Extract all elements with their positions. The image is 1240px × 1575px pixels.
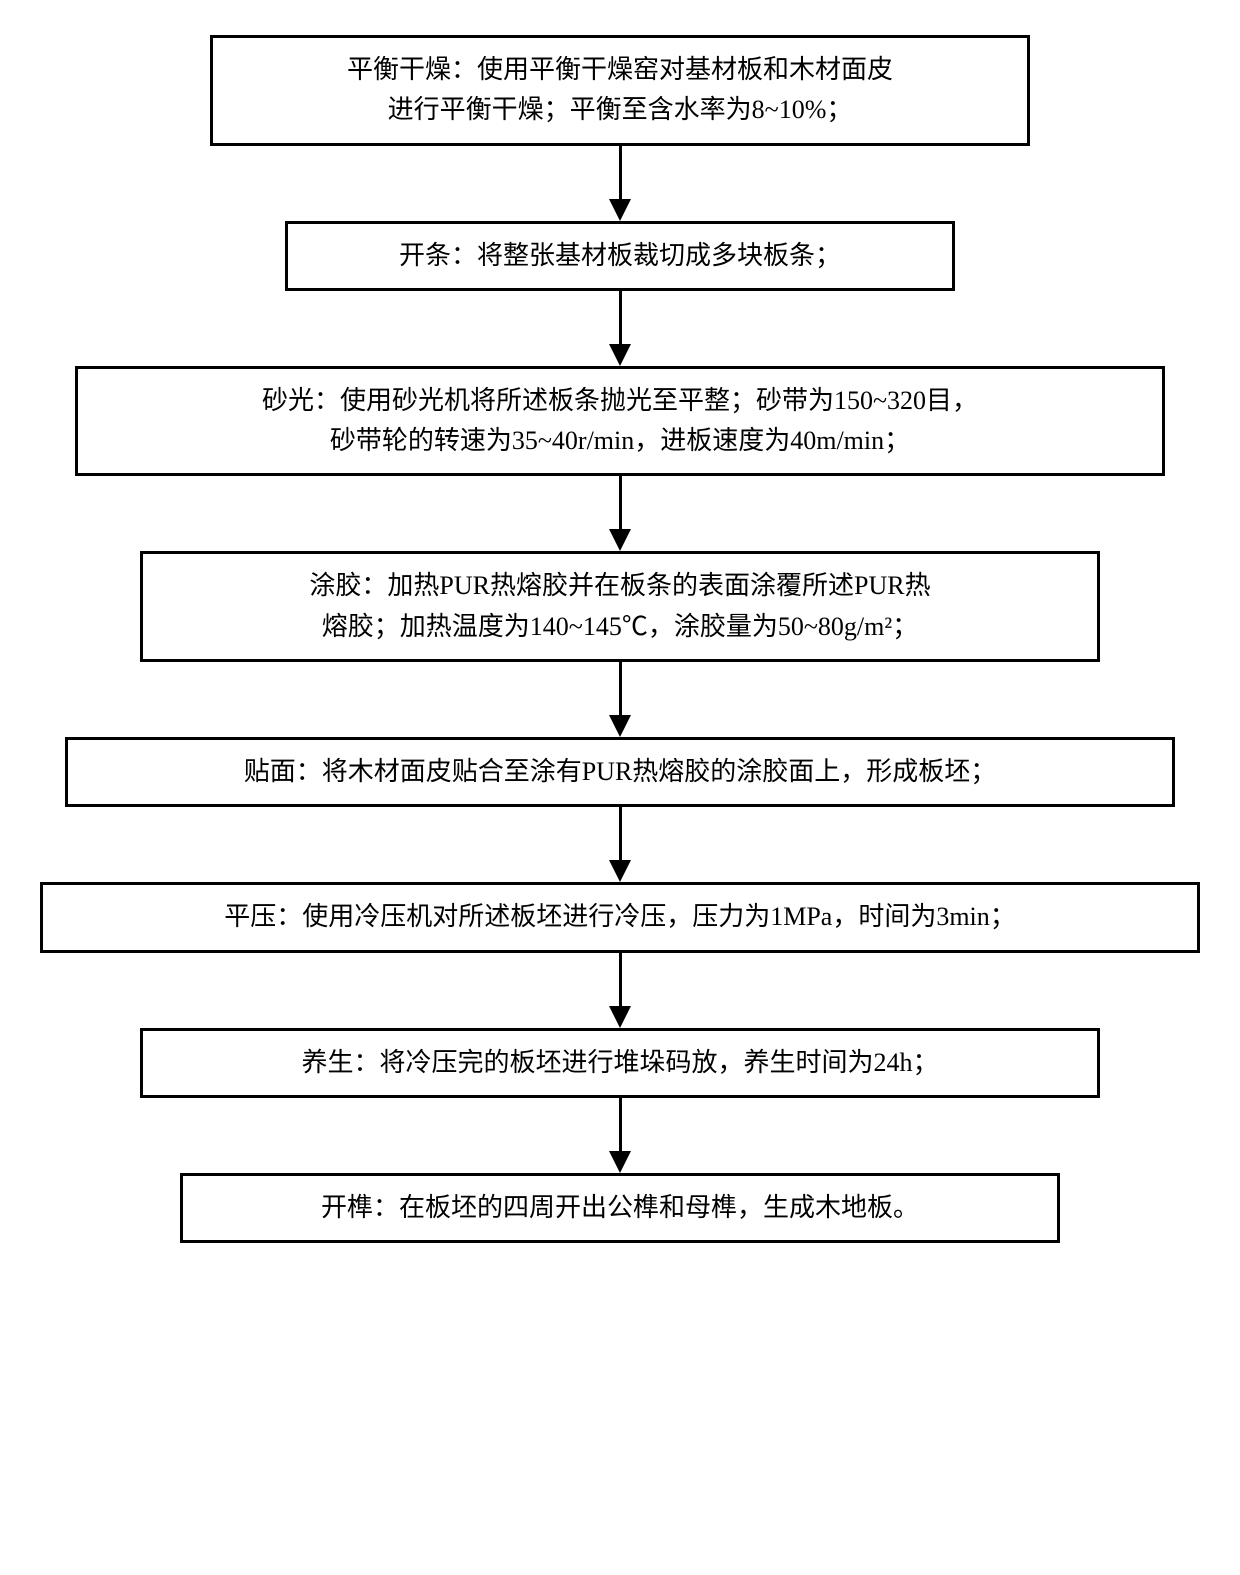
flowchart-step-1: 平衡干燥：使用平衡干燥窑对基材板和木材面皮进行平衡干燥；平衡至含水率为8~10%… [210, 35, 1030, 146]
arrow-head-icon [609, 715, 631, 737]
arrow-line [619, 807, 622, 860]
arrow-head-icon [609, 1006, 631, 1028]
arrow-head-icon [609, 529, 631, 551]
flowchart-arrow [609, 291, 631, 366]
flowchart-arrow [609, 1098, 631, 1173]
flowchart-arrow [609, 953, 631, 1028]
flowchart-step-5: 贴面：将木材面皮贴合至涂有PUR热熔胶的涂胶面上，形成板坯； [65, 737, 1175, 807]
flowchart-step-4: 涂胶：加热PUR热熔胶并在板条的表面涂覆所述PUR热熔胶；加热温度为140~14… [140, 551, 1100, 662]
arrow-head-icon [609, 199, 631, 221]
flowchart-step-7: 养生：将冷压完的板坯进行堆垛码放，养生时间为24h； [140, 1028, 1100, 1098]
arrow-head-icon [609, 1151, 631, 1173]
flowchart-step-8: 开榫：在板坯的四周开出公榫和母榫，生成木地板。 [180, 1173, 1060, 1243]
arrow-line [619, 953, 622, 1006]
flowchart-step-3: 砂光：使用砂光机将所述板条抛光至平整；砂带为150~320目，砂带轮的转速为35… [75, 366, 1165, 477]
arrow-line [619, 291, 622, 344]
arrow-line [619, 146, 622, 199]
flowchart-arrow [609, 807, 631, 882]
flowchart-arrow [609, 476, 631, 551]
flowchart-step-6: 平压：使用冷压机对所述板坯进行冷压，压力为1MPa，时间为3min； [40, 882, 1200, 952]
flowchart-step-2: 开条：将整张基材板裁切成多块板条； [285, 221, 955, 291]
arrow-line [619, 1098, 622, 1151]
arrow-line [619, 662, 622, 715]
flowchart-arrow [609, 146, 631, 221]
flowchart-container: 平衡干燥：使用平衡干燥窑对基材板和木材面皮进行平衡干燥；平衡至含水率为8~10%… [40, 35, 1200, 1243]
arrow-head-icon [609, 344, 631, 366]
arrow-head-icon [609, 860, 631, 882]
flowchart-arrow [609, 662, 631, 737]
arrow-line [619, 476, 622, 529]
